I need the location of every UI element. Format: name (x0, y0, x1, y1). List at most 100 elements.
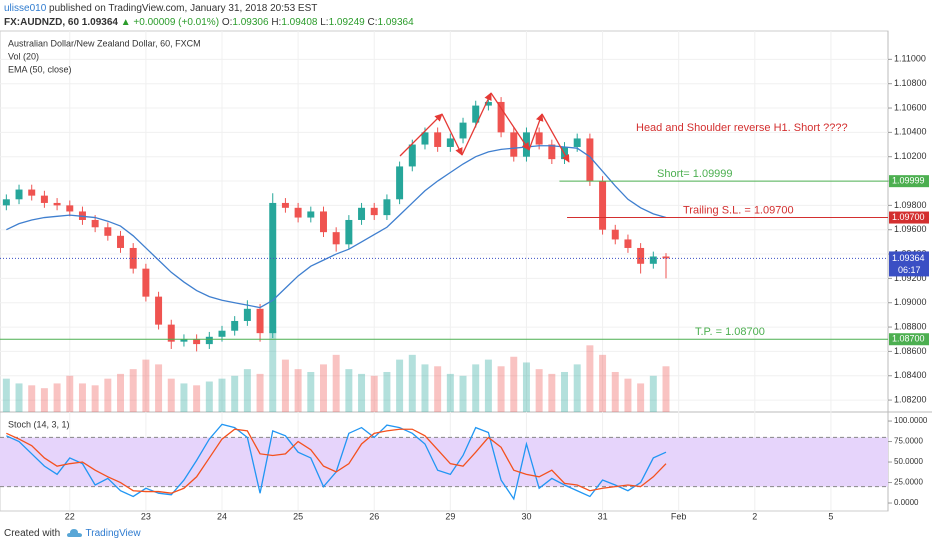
logo (66, 529, 82, 538)
candle-body (421, 132, 429, 145)
stoch-band (0, 437, 888, 487)
candle-body (15, 189, 23, 200)
candle-body (218, 330, 226, 337)
created-with: Created with (4, 528, 61, 539)
stoch-tick-label: 75.0000 (894, 437, 923, 446)
volume-bar (358, 373, 366, 412)
volume-bar (472, 364, 480, 412)
pattern-leg (528, 113, 544, 151)
y-tick-label: 1.09600 (894, 224, 927, 234)
candle-body (408, 144, 416, 167)
candle-body (332, 232, 340, 245)
y-tick-label: 1.08800 (894, 321, 927, 331)
volume-bar (345, 369, 353, 412)
level-text: Short= 1.09999 (657, 168, 733, 180)
h: 1.09408 (281, 17, 318, 28)
candle-body (624, 239, 632, 248)
chart: 22 23 24 25 26 29 30 31 Feb 2 51.082001.084001.086… (0, 30, 932, 521)
level-badge-label: 1.09700 (892, 212, 925, 222)
stoch-line (6, 428, 667, 494)
stoch-tick-label: 0.0000 (894, 498, 919, 507)
volume-bar (66, 375, 74, 412)
candle-body (383, 199, 391, 216)
x-tick-label: 22 (65, 511, 75, 521)
candle-body (599, 181, 607, 230)
y-tick-label: 1.11000 (894, 54, 926, 64)
c-label: C: (367, 17, 378, 28)
candle-body (446, 138, 454, 147)
candle-body (231, 320, 239, 331)
volume-bar (2, 378, 10, 412)
candle-body (91, 219, 99, 228)
header-line: ulisse010 published on TradingView.com, … (4, 3, 317, 14)
x-tick-label: 24 (217, 511, 227, 521)
volume-bar (332, 354, 340, 412)
volume-bar (104, 378, 112, 412)
candle-body (662, 256, 670, 259)
o-label: O: (221, 17, 233, 28)
x-tick-label: 25 (293, 511, 303, 521)
volume-bar (611, 371, 619, 412)
volume-bar (510, 356, 518, 412)
volume-bar (459, 375, 467, 412)
y-tick-label: 1.08200 (894, 394, 927, 404)
volume-bar (383, 371, 391, 412)
y-tick-label: 1.09800 (894, 200, 927, 210)
ema-line (6, 145, 667, 309)
candle-body (459, 122, 467, 139)
volume-bar (586, 345, 594, 412)
candle-body (649, 256, 657, 264)
candle-body (586, 138, 594, 182)
candle-body (281, 202, 289, 208)
volume-bar (193, 385, 201, 412)
volume-bar (155, 364, 163, 412)
level-badge (889, 175, 929, 188)
candle-body (358, 207, 366, 220)
volume-bar (484, 359, 492, 412)
candle-body (193, 339, 201, 345)
volume-bar (28, 385, 36, 412)
symbol-line: FX:AUDNZD, 60 1.09364 ▲ +0.00009 (+0.01%… (4, 17, 414, 28)
volume-bar (256, 373, 264, 412)
pattern-leg (461, 92, 492, 156)
footer: Created with TradingView (4, 528, 141, 539)
candle-body (142, 268, 150, 297)
candle-body (637, 247, 645, 264)
plot: 22 23 24 25 26 29 30 31 Feb 2 51.082001.084001.086… (0, 31, 929, 521)
level-text: Trailing S.L. = 1.09700 (683, 204, 794, 216)
candle-body (129, 247, 137, 269)
candle-body (180, 339, 188, 342)
volume-bar (40, 388, 48, 412)
l-label: L: (320, 17, 329, 28)
volume-bar (281, 359, 289, 412)
brand[interactable]: TradingView (85, 528, 141, 539)
candle-body (294, 207, 302, 218)
candle-body (167, 324, 175, 342)
candle-body (472, 105, 480, 123)
candle-body (497, 101, 505, 133)
legend-text: EMA (50, close) (8, 64, 72, 74)
volume-bar (649, 375, 657, 412)
volume-bar (408, 354, 416, 412)
volume-bar (231, 375, 239, 412)
candle-body (155, 296, 163, 325)
volume-bar (548, 373, 556, 412)
volume-bar (180, 383, 188, 412)
volume-bar (319, 364, 327, 412)
candle-body (256, 308, 264, 334)
author[interactable]: ulisse010 (4, 3, 47, 14)
x-tick-label: Feb (671, 511, 687, 521)
last-price-badge (889, 251, 929, 277)
volume-bar (269, 331, 277, 412)
candle-body (548, 144, 556, 160)
candle-body (40, 195, 48, 203)
volume-bar (205, 381, 213, 412)
stoch-tick-label: 25.0000 (894, 478, 923, 487)
volume-bar (535, 369, 543, 412)
x-tick-label: 5 (828, 511, 833, 521)
candle-body (345, 219, 353, 245)
h-label: H: (271, 17, 282, 28)
volume-bar (573, 364, 581, 412)
y-tick-label: 1.09000 (894, 297, 927, 307)
